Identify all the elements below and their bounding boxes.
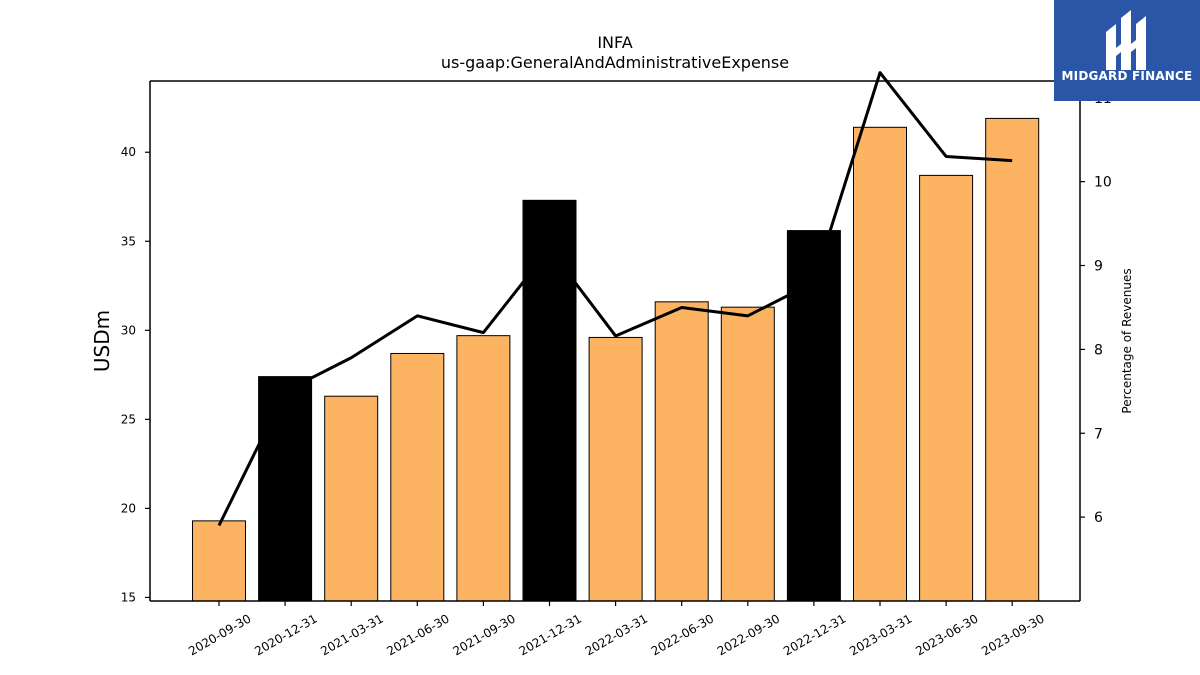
x-tick-label-2020-09-30: 2020-09-30 [186, 611, 253, 658]
y-tick-label-40: 40 [121, 145, 136, 159]
bar-group [192, 117, 1040, 602]
y2-tick-label-6: 6 [1094, 510, 1103, 526]
bar-2022-12-31 [786, 230, 841, 602]
x-tick-label-2020-12-31: 2020-12-31 [252, 611, 319, 658]
y2-tick-label-7: 7 [1094, 426, 1103, 442]
bar-2021-06-30 [390, 352, 445, 602]
y-tick-label-15: 15 [121, 590, 136, 604]
percentage-line [217, 71, 1013, 527]
bar-2020-12-31 [258, 376, 313, 602]
y-tick-label-25: 25 [121, 412, 136, 426]
bar-2020-09-30 [192, 520, 246, 602]
bar-2023-03-31 [853, 126, 907, 602]
x-tick-label-2022-06-30: 2022-06-30 [649, 611, 716, 658]
x-tick-label-2021-09-30: 2021-09-30 [450, 611, 517, 658]
y-tick-label-35: 35 [121, 234, 136, 248]
x-tick-label-2022-09-30: 2022-09-30 [715, 611, 782, 658]
x-tick-label-2022-03-31: 2022-03-31 [583, 611, 650, 658]
bar-2022-06-30 [654, 301, 709, 602]
y-tick-label-30: 30 [121, 323, 136, 337]
x-tick-label-2021-06-30: 2021-06-30 [384, 611, 451, 658]
bar-2021-03-31 [324, 395, 379, 602]
y-axis-label: USDm [90, 310, 114, 372]
y2-axis-label: Percentage of Revenues [1120, 268, 1134, 413]
x-tick-label-2023-03-31: 2023-03-31 [847, 611, 914, 658]
bar-2021-09-30 [456, 335, 511, 602]
bar-2022-09-30 [720, 306, 775, 602]
y-tick-label-20: 20 [121, 501, 136, 515]
chart-title: INFA [597, 33, 632, 52]
y2-tick-label-8: 8 [1094, 342, 1103, 358]
y2-tick-label-10: 10 [1094, 175, 1112, 191]
bar-2021-12-31 [522, 199, 577, 602]
chart-subtitle: us-gaap:GeneralAndAdministrativeExpense [441, 53, 789, 72]
x-tick-label-2021-12-31: 2021-12-31 [517, 611, 584, 658]
bar-2022-03-31 [588, 336, 643, 602]
y2-tick-label-9: 9 [1094, 259, 1103, 275]
bar-2023-06-30 [919, 174, 974, 602]
x-tick-label-2023-06-30: 2023-06-30 [913, 611, 980, 658]
logo: MIDGARD FINANCE [1054, 0, 1200, 101]
line-group [217, 71, 1013, 527]
x-tick-label-2023-09-30: 2023-09-30 [979, 611, 1046, 658]
logo-text: MIDGARD FINANCE [1061, 69, 1193, 83]
x-tick-label-2021-03-31: 2021-03-31 [318, 611, 385, 658]
logo-mark-icon [1106, 10, 1146, 70]
x-tick-label-2022-12-31: 2022-12-31 [781, 611, 848, 658]
bar-2023-09-30 [985, 117, 1040, 602]
